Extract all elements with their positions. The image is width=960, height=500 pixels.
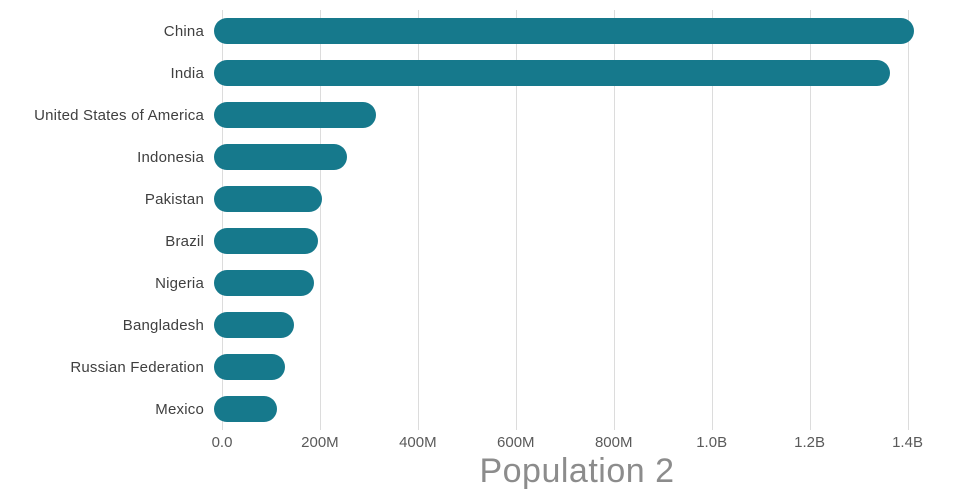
x-axis: 0.0 200M 400M 600M 800M 1.0B 1.2B 1.4B — [212, 434, 932, 454]
bar-track — [214, 94, 924, 136]
chart-row: Bangladesh — [0, 304, 960, 346]
bar-track — [214, 178, 924, 220]
chart-row: Indonesia — [0, 136, 960, 178]
chart-row: Brazil — [0, 220, 960, 262]
x-tick-label: 1.2B — [794, 434, 826, 451]
gridline — [417, 10, 419, 430]
category-label: Nigeria — [155, 274, 204, 292]
bar[interactable] — [214, 396, 277, 422]
chart-row: United States of America — [0, 94, 960, 136]
bar-track — [214, 220, 924, 262]
bar-track — [214, 304, 924, 346]
bar[interactable] — [214, 354, 285, 380]
gridline — [613, 10, 615, 430]
x-tick-label: 400M — [399, 434, 437, 451]
category-label: Indonesia — [137, 148, 204, 166]
gridline — [711, 10, 713, 430]
bar[interactable] — [214, 102, 376, 128]
chart-row: Pakistan — [0, 178, 960, 220]
x-tick-label: 0.0 — [211, 434, 233, 451]
category-label: Mexico — [155, 400, 204, 418]
bar[interactable] — [214, 60, 890, 86]
chart-rows: China India United States of America Indone… — [0, 10, 960, 430]
category-label: China — [163, 22, 204, 40]
plot-area — [222, 10, 932, 430]
bar[interactable] — [214, 228, 318, 254]
chart-row: Mexico — [0, 388, 960, 430]
x-tick-label: 200M — [301, 434, 339, 451]
bar-track — [214, 346, 924, 388]
bar[interactable] — [214, 270, 315, 296]
bar-track — [214, 388, 924, 430]
gridline — [515, 10, 517, 430]
gridline — [222, 10, 223, 430]
gridline — [319, 10, 321, 430]
chart-row: Nigeria — [0, 262, 960, 304]
chart-row: Russian Federation — [0, 346, 960, 388]
x-tick-label: 800M — [594, 434, 633, 451]
gridline — [809, 10, 811, 430]
category-label: United States of America — [34, 106, 204, 124]
chart-row: India — [0, 52, 960, 94]
x-tick-label: 1.0B — [696, 434, 728, 451]
category-label: Bangladesh — [122, 316, 204, 334]
category-label: Russian Federation — [70, 358, 204, 376]
chart-title: Population 2 — [479, 452, 675, 490]
category-label: India — [170, 64, 204, 82]
gridline — [907, 10, 909, 430]
x-tick-label: 1.4B — [892, 434, 923, 451]
category-label: Pakistan — [144, 190, 204, 208]
bar-track — [214, 136, 924, 178]
bar[interactable] — [214, 144, 348, 170]
bar[interactable] — [214, 186, 322, 212]
bar-track — [214, 262, 924, 304]
category-label: Brazil — [165, 232, 204, 250]
bar-track — [214, 10, 924, 52]
bar-track — [214, 52, 924, 94]
bar[interactable] — [214, 312, 295, 338]
x-tick-label: 600M — [497, 434, 535, 451]
bar[interactable] — [214, 18, 915, 44]
chart-row: China — [0, 10, 960, 52]
